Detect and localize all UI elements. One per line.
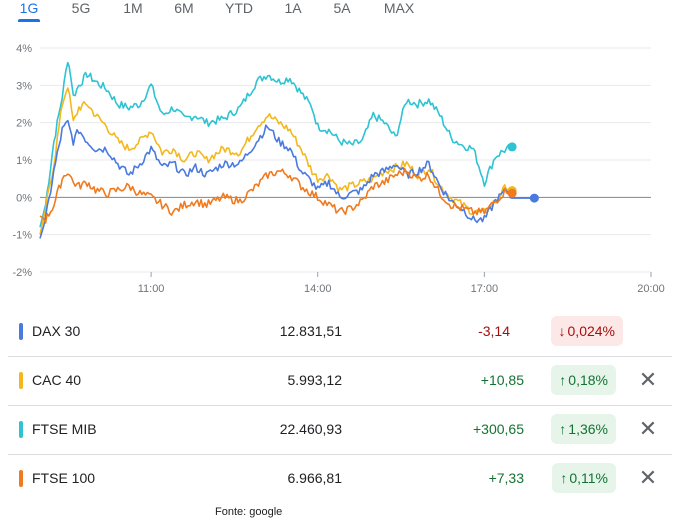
- arrow-up-icon: ↑: [560, 470, 568, 486]
- y-tick-label: 3%: [16, 80, 32, 92]
- remove-comparison-close-icon[interactable]: ✕: [638, 416, 658, 441]
- series-color-swatch: [19, 372, 23, 389]
- x-tick-label: 20:00: [637, 283, 665, 295]
- index-value: 22.460,93: [279, 421, 342, 437]
- y-tick-label: 1%: [16, 155, 32, 167]
- series-line-dax-30: [39, 119, 535, 239]
- y-tick-label: 4%: [16, 43, 32, 55]
- index-value: 6.966,81: [287, 470, 343, 486]
- tab-6m[interactable]: 6M: [174, 0, 194, 16]
- x-tick-label: 11:00: [138, 283, 165, 295]
- tab-ytd[interactable]: YTD: [225, 0, 253, 16]
- tab-5a[interactable]: 5A: [333, 0, 351, 16]
- percent-change-badge: ↑ 0,11%: [552, 463, 616, 493]
- index-value: 5.993,12: [287, 372, 343, 388]
- tab-max[interactable]: MAX: [383, 0, 415, 16]
- tab-1a[interactable]: 1A: [284, 0, 302, 16]
- index-row[interactable]: DAX 30 12.831,51 -3,14 ↓ 0,024%: [8, 308, 672, 357]
- source-note: Fonte: google: [215, 506, 283, 518]
- index-name: DAX 30: [32, 323, 81, 339]
- tab-1m[interactable]: 1M: [123, 0, 143, 16]
- index-row[interactable]: FTSE 100 6.966,81 +7,33 ↑ 0,11% ✕: [8, 455, 672, 503]
- index-name: CAC 40: [32, 372, 82, 388]
- index-change: +7,33: [488, 470, 524, 486]
- index-row[interactable]: CAC 40 5.993,12 +10,85 ↑ 0,18% ✕: [8, 357, 672, 406]
- series-endpoint-dax-30: [529, 193, 539, 203]
- percent-change-value: 0,18%: [568, 372, 608, 388]
- index-row[interactable]: FTSE MIB 22.460,93 +300,65 ↑ 1,36% ✕: [8, 406, 672, 455]
- index-name: FTSE 100: [32, 470, 96, 486]
- x-tick-label: 14:00: [304, 283, 332, 295]
- series-color-swatch: [19, 323, 23, 340]
- percent-change-badge: ↑ 0,18%: [551, 365, 616, 395]
- percent-change-badge: ↓ 0,024%: [550, 316, 623, 346]
- tab-1g[interactable]: 1G: [18, 0, 40, 22]
- percent-change-value: 0,024%: [567, 323, 615, 339]
- y-tick-label: -2%: [12, 267, 32, 279]
- index-change: +300,65: [473, 421, 524, 437]
- series-endpoint-ftse-100: [507, 188, 517, 198]
- arrow-up-icon: ↑: [559, 372, 567, 388]
- arrow-up-icon: ↑: [559, 421, 567, 437]
- index-change: -3,14: [478, 323, 510, 339]
- series-line-cac-40: [39, 87, 513, 235]
- y-tick-label: 0%: [16, 192, 32, 204]
- arrow-down-icon: ↓: [558, 323, 566, 339]
- series-color-swatch: [19, 421, 23, 438]
- index-line-chart: 4% 3% 2% 1% 0% -1% -2% 11:00 14:00 17:00 20:00: [12, 43, 665, 295]
- index-change: +10,85: [480, 372, 524, 388]
- percent-change-badge: ↑ 1,36%: [551, 414, 616, 444]
- y-tick-label: 2%: [16, 118, 32, 130]
- remove-comparison-close-icon[interactable]: ✕: [638, 465, 658, 490]
- remove-comparison-close-icon[interactable]: ✕: [638, 367, 658, 392]
- series-line-ftse-100: [39, 167, 513, 224]
- tab-5g[interactable]: 5G: [71, 0, 91, 16]
- range-tabs: 1G 5G 1M 6M YTD 1A 5A MAX: [0, 0, 675, 22]
- index-value: 12.831,51: [279, 323, 342, 339]
- series-endpoint-ftse-mib: [507, 142, 517, 152]
- series-color-swatch: [19, 470, 23, 487]
- y-tick-label: -1%: [12, 230, 32, 242]
- percent-change-value: 1,36%: [568, 421, 608, 437]
- percent-change-value: 0,11%: [569, 470, 608, 486]
- x-tick-label: 17:00: [471, 283, 499, 295]
- series-line-ftse-mib: [39, 61, 513, 228]
- index-name: FTSE MIB: [32, 421, 97, 437]
